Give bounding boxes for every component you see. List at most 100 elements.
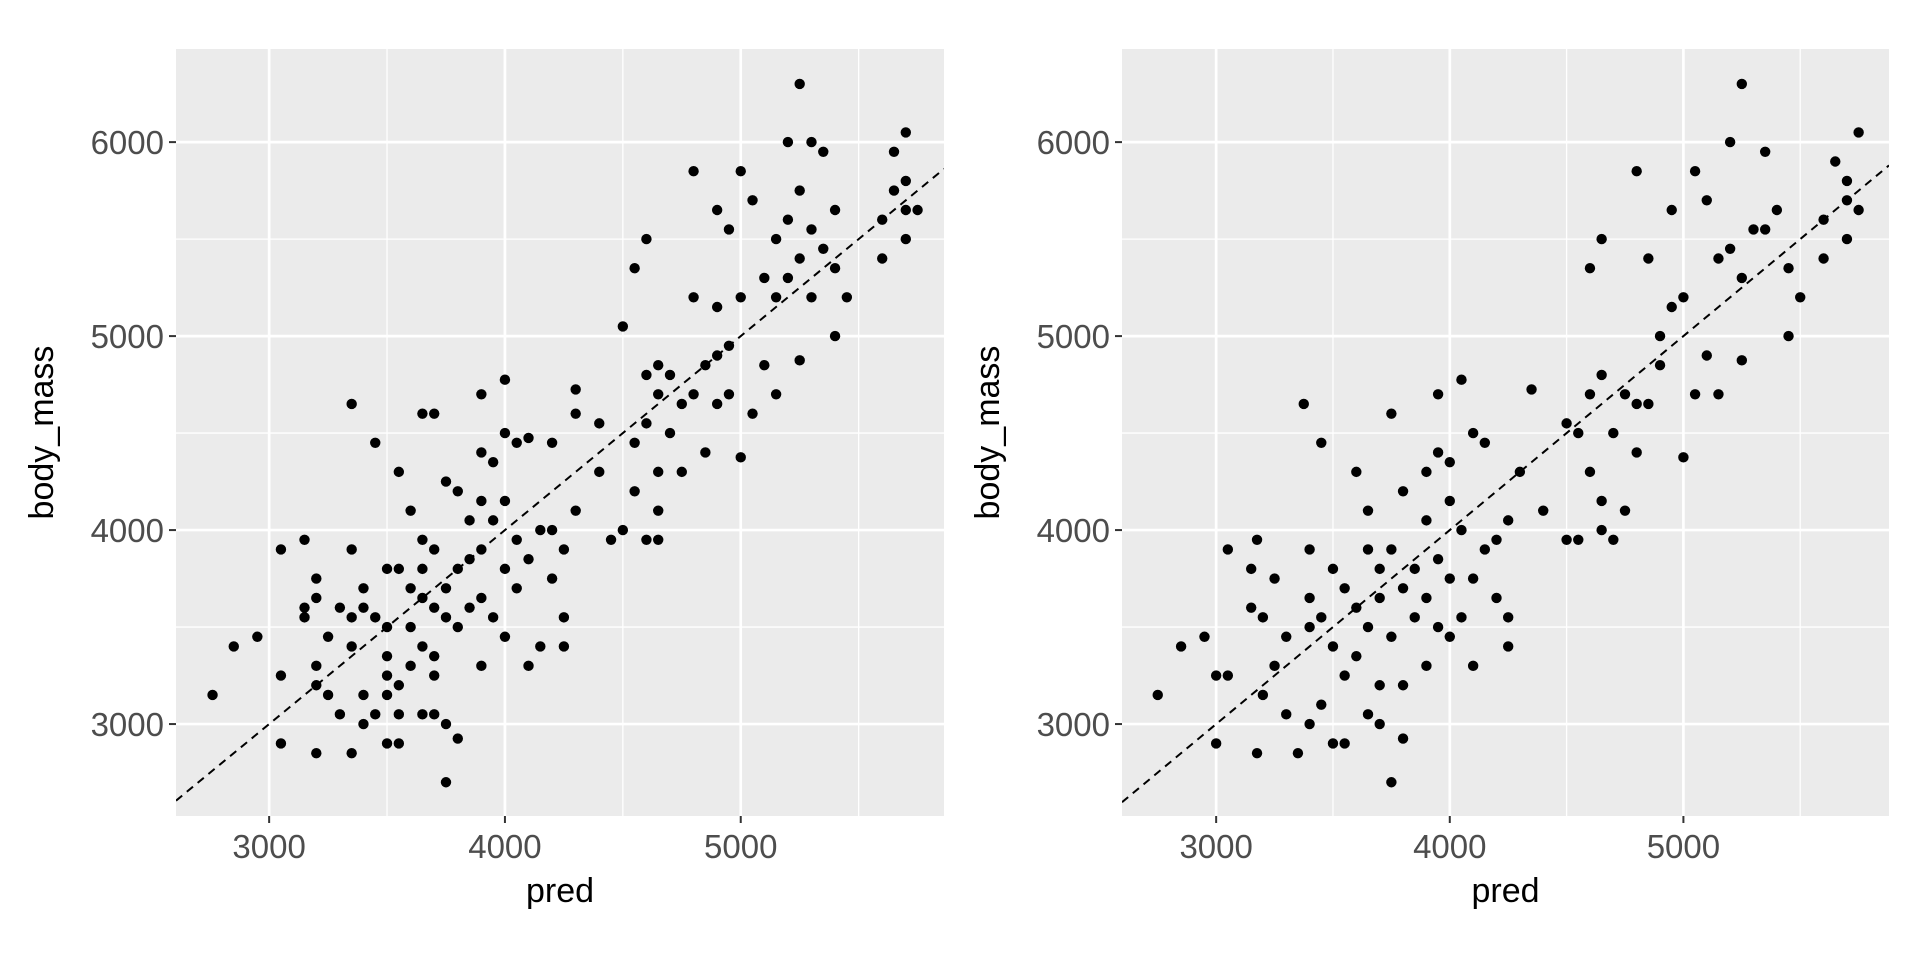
point (393, 709, 405, 720)
point (1374, 592, 1385, 604)
point (1631, 398, 1642, 410)
point (688, 166, 699, 177)
point (1491, 592, 1502, 604)
point (1327, 563, 1339, 575)
point (735, 166, 746, 177)
point (1421, 466, 1432, 478)
x-axis-title: pred (1471, 872, 1539, 910)
reference-line (176, 168, 944, 802)
x-tick-label: 3000 (1179, 828, 1252, 865)
point (440, 718, 452, 730)
point (322, 631, 334, 642)
point (1795, 292, 1806, 303)
point (1654, 330, 1666, 342)
point (393, 680, 405, 691)
point (794, 355, 805, 366)
point (900, 175, 912, 187)
point (723, 224, 735, 235)
point (900, 204, 912, 216)
point (1502, 641, 1514, 652)
point (346, 544, 357, 555)
point (429, 408, 440, 419)
point (546, 573, 558, 584)
point (900, 127, 912, 138)
point (429, 602, 440, 613)
point (476, 389, 487, 400)
point (1841, 175, 1853, 187)
point (1456, 374, 1467, 385)
point (653, 389, 664, 400)
point (629, 437, 640, 448)
point (1783, 262, 1794, 274)
point (311, 573, 322, 584)
point (346, 398, 357, 410)
point (1608, 427, 1619, 439)
point (759, 272, 770, 284)
point (1689, 166, 1701, 177)
point (1643, 253, 1654, 264)
point (464, 602, 475, 613)
point (1830, 156, 1841, 167)
point (1736, 355, 1748, 366)
point (322, 689, 334, 701)
point (476, 495, 487, 507)
point (1631, 166, 1642, 177)
point (1771, 204, 1783, 216)
point (1316, 699, 1327, 710)
point (1397, 680, 1409, 691)
point (676, 398, 687, 410)
point (1502, 515, 1514, 526)
point (829, 204, 841, 216)
point (1245, 602, 1257, 613)
point (570, 505, 581, 516)
point (1584, 262, 1596, 274)
point (747, 195, 758, 206)
point (1713, 253, 1724, 264)
point (1584, 466, 1596, 478)
point (594, 466, 605, 478)
y-tick-label: 4000 (1037, 512, 1110, 549)
point (311, 747, 322, 759)
point (511, 534, 522, 545)
point (499, 563, 511, 575)
point (346, 641, 357, 652)
point (558, 641, 570, 652)
point (1210, 738, 1222, 749)
point (1304, 621, 1315, 633)
point (617, 524, 629, 536)
point (275, 544, 287, 555)
point (452, 621, 463, 633)
point (1386, 408, 1397, 419)
point (1351, 466, 1362, 478)
point (1596, 495, 1607, 507)
point (252, 631, 263, 642)
point (1467, 427, 1479, 439)
point (1432, 389, 1444, 400)
point (641, 369, 652, 381)
point (558, 612, 570, 623)
point (487, 456, 499, 468)
point (429, 670, 440, 681)
point (1759, 146, 1771, 158)
point (275, 738, 287, 749)
point (1666, 204, 1677, 216)
point (1304, 718, 1315, 730)
point (1818, 253, 1829, 264)
point (912, 204, 923, 216)
point (1304, 592, 1315, 604)
point (535, 524, 546, 536)
point (1596, 524, 1607, 536)
point (605, 534, 617, 545)
point (381, 689, 393, 701)
point (1608, 534, 1619, 545)
point (476, 660, 487, 672)
point (664, 369, 676, 381)
point (1724, 136, 1736, 148)
point (1654, 359, 1666, 371)
point (1397, 486, 1409, 497)
point (1409, 612, 1420, 623)
point (1269, 573, 1280, 584)
point (523, 553, 534, 565)
point (1351, 650, 1362, 662)
point (535, 641, 546, 652)
